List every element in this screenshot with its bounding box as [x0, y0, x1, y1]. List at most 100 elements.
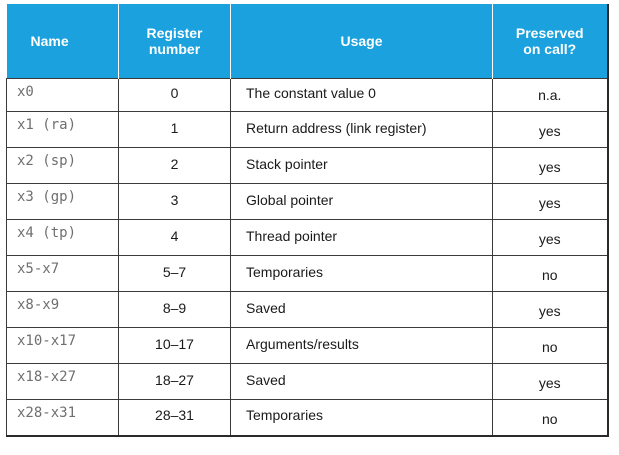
- table-header: Name Register number Usage Preserved on …: [6, 4, 608, 79]
- register-number-text: 8–9: [162, 299, 187, 316]
- register-name-cell: x8-x9: [6, 291, 119, 328]
- register-number-cell: 18–27: [118, 363, 231, 400]
- register-usage-text: Saved: [246, 299, 286, 316]
- register-usage-text: The constant value 0: [246, 85, 376, 101]
- register-usage-cell: Stack pointer: [230, 147, 493, 184]
- register-number-cell: 28–31: [118, 399, 231, 436]
- register-number-text: 10–17: [155, 335, 194, 352]
- header-number-line2: number: [148, 41, 201, 57]
- preserved-on-call-text: n.a.: [538, 87, 562, 103]
- register-usage-text: Return address (link register): [246, 119, 427, 136]
- preserved-on-call-cell: yes: [492, 219, 608, 256]
- table-row: x8-x9 8–9 Saved yes: [6, 291, 608, 328]
- register-name-cell: x4 (tp): [6, 219, 119, 256]
- preserved-on-call-text: yes: [538, 231, 561, 247]
- header-name: Name: [6, 4, 119, 79]
- preserved-on-call-cell: no: [492, 327, 608, 364]
- register-number-cell: 1: [118, 111, 231, 148]
- register-number-text: 1: [170, 119, 179, 136]
- preserved-on-call-cell: yes: [492, 111, 608, 148]
- register-number-text: 4: [170, 227, 179, 244]
- register-name-cell: x10-x17: [6, 327, 119, 364]
- preserved-on-call-text: no: [541, 410, 558, 427]
- table-row: x0 0 The constant value 0 n.a.: [6, 78, 608, 112]
- register-usage-cell: Saved: [230, 363, 493, 400]
- preserved-on-call-text: yes: [538, 303, 561, 319]
- register-name-text: x8-x9: [17, 297, 60, 313]
- register-name-cell: x1 (ra): [6, 111, 119, 148]
- register-name-text: x3 (gp): [17, 189, 77, 205]
- register-name-text: x2 (sp): [17, 153, 77, 169]
- table-row: x5-x7 5–7 Temporaries no: [6, 255, 608, 292]
- preserved-on-call-cell: n.a.: [492, 78, 608, 112]
- register-name-cell: x18-x27: [6, 363, 119, 400]
- preserved-on-call-text: yes: [538, 159, 561, 175]
- register-number-text: 5–7: [162, 263, 187, 280]
- preserved-on-call-text: yes: [538, 375, 561, 391]
- header-preserved: Preserved on call?: [492, 4, 608, 79]
- header-preserved-line2: on call?: [523, 41, 577, 57]
- register-name-cell: x2 (sp): [6, 147, 119, 184]
- table-row: x10-x17 10–17 Arguments/results no: [6, 327, 608, 364]
- register-number-cell: 8–9: [118, 291, 231, 328]
- preserved-on-call-cell: yes: [492, 291, 608, 328]
- register-usage-text: Stack pointer: [246, 155, 328, 172]
- header-preserved-line1: Preserved: [515, 25, 584, 41]
- register-usage-cell: Arguments/results: [230, 327, 493, 364]
- register-name-cell: x3 (gp): [6, 183, 119, 220]
- preserved-on-call-cell: no: [492, 399, 608, 436]
- table-row: x3 (gp) 3 Global pointer yes: [6, 183, 608, 220]
- register-name-text: x10-x17: [17, 333, 77, 349]
- register-usage-text: Saved: [246, 371, 286, 388]
- register-name-text: x1 (ra): [17, 117, 77, 133]
- header-usage-label: Usage: [340, 33, 383, 49]
- preserved-on-call-cell: yes: [492, 147, 608, 184]
- register-name-text: x28-x31: [17, 405, 77, 421]
- preserved-on-call-text: yes: [538, 195, 561, 211]
- register-usage-cell: Thread pointer: [230, 219, 493, 256]
- header-usage: Usage: [230, 4, 493, 79]
- register-number-cell: 4: [118, 219, 231, 256]
- register-name-text: x18-x27: [17, 369, 77, 385]
- register-number-text: 3: [170, 191, 179, 208]
- register-number-text: 18–27: [155, 371, 194, 388]
- register-usage-cell: Saved: [230, 291, 493, 328]
- register-number-cell: 3: [118, 183, 231, 220]
- register-usage-text: Thread pointer: [246, 227, 338, 244]
- table-body: x0 0 The constant value 0 n.a. x1 (ra) 1 Retur…: [6, 78, 608, 436]
- table-row: x4 (tp) 4 Thread pointer yes: [6, 219, 608, 256]
- header-register-number: Register number: [118, 4, 231, 79]
- register-usage-cell: Temporaries: [230, 399, 493, 436]
- register-number-cell: 10–17: [118, 327, 231, 364]
- table-row: x1 (ra) 1 Return address (link register) ye…: [6, 111, 608, 148]
- preserved-on-call-text: no: [541, 267, 558, 283]
- register-usage-text: Arguments/results: [246, 335, 359, 352]
- preserved-on-call-cell: no: [492, 255, 608, 292]
- header-number-line1: Register: [146, 25, 203, 41]
- header-row: Name Register number Usage Preserved on …: [6, 4, 608, 79]
- register-usage-text: Temporaries: [246, 407, 324, 424]
- header-name-label: Name: [30, 33, 69, 49]
- table-row: x2 (sp) 2 Stack pointer yes: [6, 147, 608, 184]
- preserved-on-call-text: no: [541, 339, 558, 355]
- preserved-on-call-text: yes: [538, 123, 561, 139]
- register-table: Name Register number Usage Preserved on …: [6, 4, 609, 437]
- register-name-text: x5-x7: [17, 261, 60, 277]
- register-name-cell: x0: [6, 78, 119, 112]
- register-usage-cell: Temporaries: [230, 255, 493, 292]
- register-usage-cell: The constant value 0: [230, 78, 493, 112]
- register-number-cell: 0: [118, 78, 231, 112]
- register-name-cell: x5-x7: [6, 255, 119, 292]
- register-number-text: 2: [170, 155, 179, 172]
- register-usage-cell: Return address (link register): [230, 111, 493, 148]
- register-usage-cell: Global pointer: [230, 183, 493, 220]
- register-number-text: 0: [170, 85, 179, 101]
- table-row: x28-x31 28–31 Temporaries no: [6, 399, 608, 436]
- preserved-on-call-cell: yes: [492, 183, 608, 220]
- register-usage-text: Temporaries: [246, 263, 324, 280]
- register-usage-text: Global pointer: [246, 191, 334, 208]
- preserved-on-call-cell: yes: [492, 363, 608, 400]
- register-name-text: x4 (tp): [17, 225, 77, 241]
- register-name-cell: x28-x31: [6, 399, 119, 436]
